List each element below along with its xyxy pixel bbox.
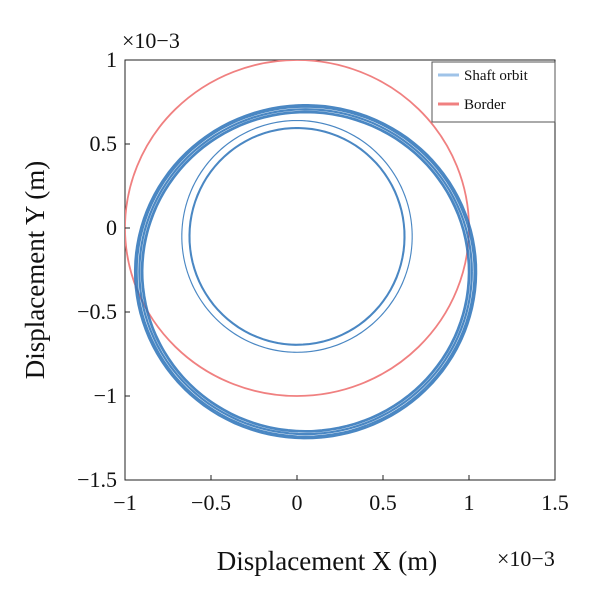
plot-area xyxy=(124,59,556,481)
y-tick-label: 1 xyxy=(106,47,117,72)
legend: Shaft orbit Border xyxy=(431,61,556,123)
x-tick-label: −0.5 xyxy=(191,490,231,515)
y-tick-label: 0.5 xyxy=(90,131,118,156)
y-axis-multiplier: ×10−3 xyxy=(122,28,180,53)
x-tick-label: 0.5 xyxy=(369,490,397,515)
x-tick-label: −1 xyxy=(113,490,136,515)
shaft-orbit-line xyxy=(133,103,478,440)
x-axis-multiplier: ×10−3 xyxy=(497,546,555,571)
x-axis-title: Displacement X (m) xyxy=(217,546,437,576)
plot-frame xyxy=(124,59,556,481)
x-axis-ticks: −1 −0.5 0 0.5 1 1.5 xyxy=(113,475,569,515)
x-tick-label: 1 xyxy=(464,490,475,515)
plot-clipped xyxy=(125,60,478,440)
legend-label-border: Border xyxy=(464,97,506,113)
x-tick-label: 0 xyxy=(292,490,303,515)
legend-box xyxy=(431,61,556,123)
y-axis-ticks: 1 0.5 0 −0.5 −1 −1.5 xyxy=(77,47,130,492)
legend-label-shaft-orbit: Shaft orbit xyxy=(464,68,529,84)
y-axis-title: Displacement Y (m) xyxy=(20,161,50,379)
y-tick-label: −0.5 xyxy=(77,299,117,324)
y-tick-label: −1.5 xyxy=(77,467,117,492)
y-tick-label: −1 xyxy=(94,383,117,408)
x-tick-label: 1.5 xyxy=(541,490,569,515)
y-tick-label: 0 xyxy=(106,215,117,240)
